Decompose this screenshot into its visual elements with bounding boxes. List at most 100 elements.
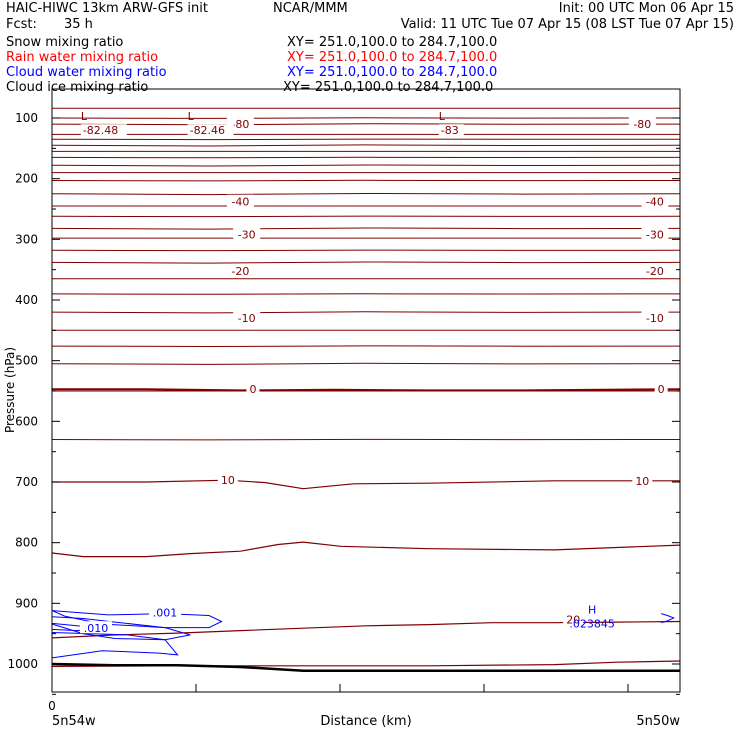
label-knockout [641,194,669,208]
temperature-label: 0 [249,383,256,396]
organization: NCAR/MMM [273,1,348,16]
field-xy-cloud-ice: XY= 251.0,100.0 to 284.7,100.0 [283,80,494,95]
ground-surface [51,662,680,672]
temperature-label: -10 [646,312,664,325]
isentrope-line [51,117,681,119]
isentrope-line [51,362,681,365]
label-knockout [654,382,668,396]
isentrope-line [51,227,681,230]
isentrope-line [51,179,681,182]
y-tick-label: 100 [15,111,38,125]
isentrope-line [51,123,681,126]
cloud-water-contour [51,616,191,641]
low-marker-value: -83 [441,124,459,137]
extrema-markers: L-82.48L-82.46L-83H.023845 [80,110,615,631]
temperature-label: -80 [633,118,651,131]
x-end-label: 5n50w [636,714,680,729]
temperature-label: -30 [238,228,256,241]
y-tick-label: 400 [15,293,38,307]
temperature-labels: -80 -80-40 -40-30 -30-20 -20-10 -100 010 1020.0… [79,117,669,635]
y-axis-label: Pressure (hPa) [3,347,17,433]
label-knockout [641,263,669,277]
ground-line [51,662,680,672]
label-knockout [641,311,669,325]
high-marker-value: .023845 [569,618,615,631]
low-marker-value: -82.46 [190,124,225,137]
temperature-contour [52,479,680,490]
y-tick-label: 700 [15,475,38,489]
y-tick-label: 800 [15,536,38,550]
temperature-label: -20 [231,265,249,278]
label-knockout [641,227,669,241]
low-marker-value: -82.48 [83,124,118,137]
cloud-water-label: .001 [153,606,178,619]
temperature-label: 0 [658,383,665,396]
label-knockout [233,227,261,241]
label-knockout [628,117,656,131]
isentrope-line [51,144,681,147]
isentrope-line [51,345,681,348]
x-start-label: 5n54w [52,714,96,729]
y-tick-label: 300 [15,232,38,246]
y-tick-label: 900 [15,596,38,610]
label-knockout [563,612,584,626]
isentrope-lines [51,107,681,441]
x-tick-label: 0 [48,699,56,713]
y-tick-label: 200 [15,172,38,186]
label-knockout [226,117,254,131]
isentrope-line [51,311,681,314]
temperature-label: -80 [231,118,249,131]
y-tick-label: 600 [15,414,38,428]
isentrope-line [51,156,681,159]
field-name-snow: Snow mixing ratio [6,35,124,50]
low-marker-letter: L [439,110,446,123]
isentrope-line [51,249,681,252]
cloud-water-label: .010 [84,622,109,635]
isentrope-line [51,164,681,167]
x-axis [51,684,629,692]
label-knockout [438,124,464,137]
forecast-label: Fcst: [6,17,37,32]
temperature-label: -20 [646,265,664,278]
label-knockout [233,311,261,325]
temperature-label: -40 [231,196,249,209]
isentrope-line [51,138,681,141]
low-marker-letter: L [188,110,195,123]
cloud-water-contour [51,610,223,629]
label-knockout [187,124,234,137]
low-marker-letter: L [81,110,88,123]
label-knockout [217,473,238,487]
isentrope-line [51,215,681,218]
temperature-label: -40 [646,196,664,209]
temperature-label: -10 [238,312,256,325]
label-knockout [149,605,182,618]
label-knockout [632,473,653,487]
label-knockout [80,124,127,137]
isentrope-line [51,293,681,295]
label-knockout [79,621,112,634]
temperature-contour [52,388,681,392]
temperature-label: 10 [635,475,649,488]
valid-time: Valid: 11 UTC Tue 07 Apr 15 (08 LST Tue … [400,17,734,32]
field-xy-rain: XY= 251.0,100.0 to 284.7,100.0 [287,50,498,65]
field-name-rain: Rain water mixing ratio [6,50,159,65]
forecast-hour: 35 h [64,17,93,32]
label-knockout [226,263,254,277]
x-axis-label: Distance (km) [320,714,411,729]
field-xy-cloud-water: XY= 251.0,100.0 to 284.7,100.0 [287,65,498,80]
field-name-cloud-water: Cloud water mixing ratio [6,65,167,80]
y-tick-label: 500 [15,354,38,368]
label-knockout [226,194,254,208]
isentrope-line [51,261,681,264]
temperature-contour [51,541,681,558]
init-time: Init: 00 UTC Mon 06 Apr 15 [558,1,734,16]
high-marker-letter: H [588,604,596,617]
isentrope-line [51,438,681,441]
temperature-label: 20 [566,614,580,627]
label-knockout [246,382,260,396]
cloud-water-contour [51,632,179,659]
y-tick-label: 1000 [7,657,38,671]
isentrope-line [51,192,681,196]
